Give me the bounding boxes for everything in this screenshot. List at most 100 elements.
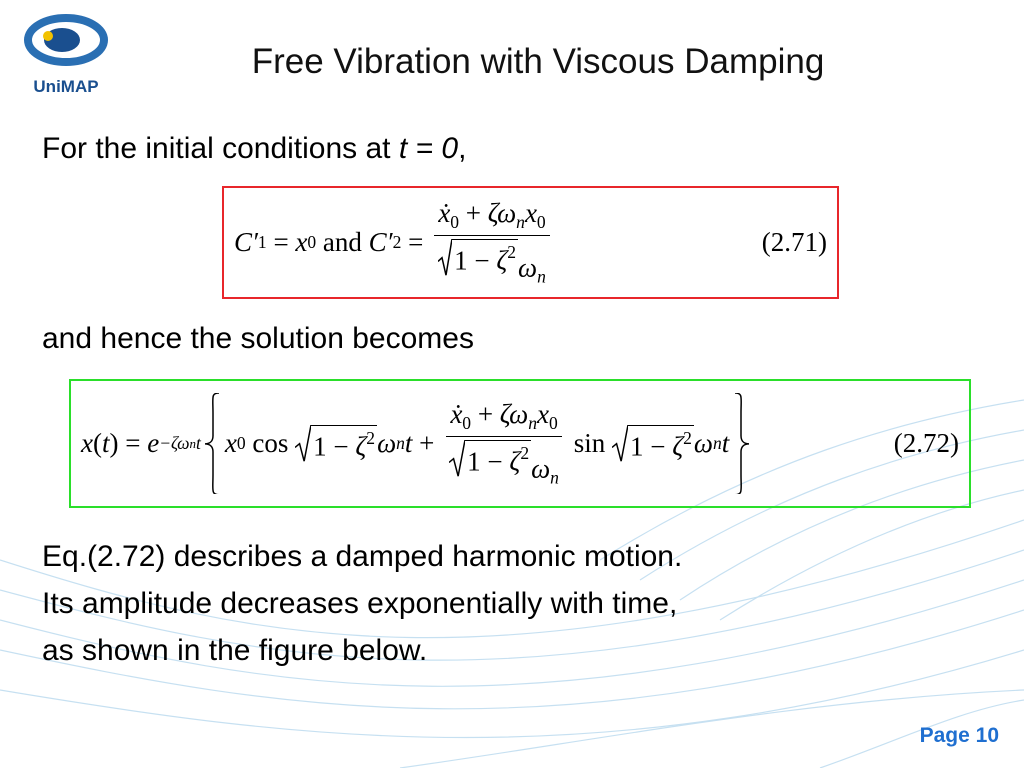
math-text: n [550, 467, 559, 488]
body-line: Its amplitude decreases exponentially wi… [42, 587, 678, 620]
body-line: as shown in the figure below. [42, 634, 428, 667]
math-text: x [81, 428, 93, 458]
math-text: 1 − [454, 245, 497, 276]
math-text: ζ [355, 431, 367, 462]
math-text: 2 [520, 442, 530, 463]
radicand: 1 − ζ2 [311, 424, 378, 462]
math-text: t [196, 433, 201, 453]
math-symbol [449, 440, 465, 477]
math-text: and [316, 227, 369, 257]
numerator: ẋ0 + ζωnx0 [434, 197, 550, 236]
square-root: 1 − ζ2 [295, 424, 378, 462]
math-text: ζ [509, 446, 521, 477]
math-text: ω [377, 428, 397, 458]
math-text: cos [245, 428, 296, 458]
math-symbol [295, 425, 311, 462]
equation-label: (2.71) [761, 227, 827, 257]
intro-condition: t = 0 [398, 132, 459, 165]
body: Eq.(2.72) describes a damped harmonic mo… [42, 533, 682, 674]
math-text: ω [693, 428, 713, 458]
math-text: = [401, 227, 431, 257]
math-text: + [412, 428, 442, 458]
math-text: sin [566, 428, 612, 458]
intro: For the initial conditions at t = 0, [42, 132, 466, 166]
math-text: ẋ [450, 398, 463, 429]
math-text: C′ [234, 227, 258, 257]
math-text: n [528, 412, 538, 433]
math-text: n [516, 211, 525, 232]
math-text: x [537, 398, 549, 429]
equation: x(t) = e −ζω n t x 0 cos 1 − ζ2 ω n t + ẋ0 + ζωn… [81, 393, 753, 495]
numerator: ẋ0 + ζωnx0 [446, 398, 562, 437]
math-text: −ζω [159, 433, 190, 453]
math-text: ζ [672, 431, 684, 462]
math-text: x [224, 428, 237, 458]
math-text: n [396, 433, 405, 453]
logo: UniMAP [24, 14, 108, 96]
math-text: e [147, 428, 160, 458]
math-text: ) = [109, 428, 148, 458]
math-symbol [438, 239, 452, 276]
fraction: ẋ0 + ζωnx0 1 − ζ2 ωn [434, 198, 550, 288]
equation-box: x(t) = e −ζω n t x 0 cos 1 − ζ2 ω n t + ẋ0 + ζωn… [69, 379, 971, 508]
math-text: ζω [499, 398, 529, 429]
math-text: n [712, 433, 722, 453]
page-number: Page 10 [919, 724, 999, 747]
math-text: ζω [487, 197, 517, 228]
radicand: 1 − ζ2 [465, 439, 532, 477]
math-text: x [524, 197, 537, 228]
radicand: 1 − ζ2 [452, 238, 519, 276]
math-text: C′ [368, 227, 393, 257]
math-symbol [205, 393, 221, 495]
math-text: 1 [257, 232, 267, 252]
math-text: 0 [462, 412, 472, 433]
math-text: ζ [496, 245, 508, 276]
math-text: ẋ [438, 197, 451, 228]
math-text: 0 [307, 232, 317, 252]
math-text: 0 [450, 211, 459, 232]
math-text: t [404, 428, 413, 458]
fraction: ẋ0 + ζωnx0 1 − ζ2 ωn [445, 399, 563, 489]
intro-punct: , [458, 132, 467, 165]
square-root: 1 − ζ2 [438, 238, 519, 276]
math-text: n [189, 435, 196, 451]
denominator: 1 − ζ2 ωn [445, 437, 563, 489]
slide-title: Free Vibration with Viscous Damping [251, 42, 825, 81]
math-text: 0 [549, 412, 558, 433]
math-text: 0 [536, 211, 546, 232]
math-text: t [721, 428, 730, 458]
math-text: 1 − [467, 446, 510, 477]
math-text: 2 [683, 427, 692, 448]
math-text: t [101, 428, 110, 458]
body-line: Eq.(2.72) describes a damped harmonic mo… [42, 540, 683, 573]
square-root: 1 − ζ2 [612, 424, 694, 462]
math-text: ω [518, 252, 538, 283]
math-text: ω [531, 453, 551, 484]
math-text: + [458, 197, 488, 228]
equation-label: (2.72) [893, 428, 959, 458]
math-text: + [471, 398, 500, 429]
transition: and hence the solution becomes [42, 322, 474, 355]
math-symbol [612, 425, 628, 462]
math-text: n [537, 266, 546, 287]
math-text: 0 [236, 433, 246, 453]
math-symbol [733, 393, 749, 495]
math-text: ( [92, 428, 102, 458]
square-root: 1 − ζ2 [449, 439, 532, 477]
math-text: 2 [392, 232, 402, 252]
math-text: 2 [366, 427, 376, 448]
intro-text: For the initial conditions at [42, 132, 399, 165]
math-text: 2 [507, 241, 517, 262]
radicand: 1 − ζ2 [627, 424, 694, 462]
math-text: 1 − [629, 431, 673, 462]
math-text: 1 − [313, 431, 356, 462]
denominator: 1 − ζ2 ωn [434, 236, 550, 288]
logo-text: UniMAP [33, 77, 98, 96]
math-text: x [295, 227, 308, 257]
